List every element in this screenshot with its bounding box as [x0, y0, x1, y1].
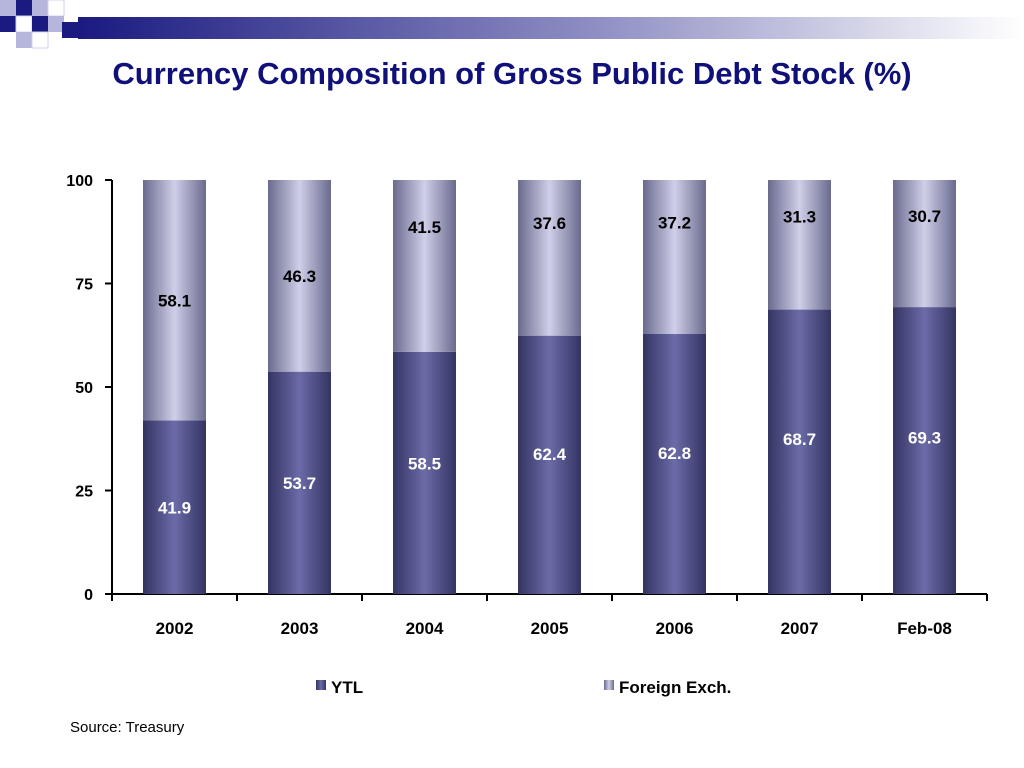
legend-label: YTL — [331, 678, 363, 697]
y-tick-label: 75 — [75, 277, 93, 294]
data-label: 41.9 — [158, 498, 191, 517]
data-label: 58.5 — [408, 455, 441, 474]
data-label: 62.4 — [533, 445, 567, 464]
data-label: 62.8 — [658, 444, 691, 463]
bar-foreign-exch — [268, 180, 331, 372]
y-tick-label: 25 — [75, 484, 93, 501]
bar-foreign-exch — [518, 180, 581, 336]
x-tick-label: 2004 — [406, 619, 444, 638]
title-decoration — [0, 0, 1024, 49]
bar-foreign-exch — [643, 180, 706, 335]
bar-foreign-exch — [768, 180, 831, 310]
legend-swatch — [604, 680, 614, 690]
legend-label: Foreign Exch. — [619, 678, 731, 697]
legend-swatch — [316, 680, 326, 690]
data-label: 53.7 — [283, 474, 316, 493]
x-tick-label: Feb-08 — [897, 619, 952, 638]
bar-ytl — [768, 309, 831, 594]
data-label: 37.2 — [658, 214, 691, 233]
data-label: 68.7 — [783, 430, 816, 449]
bar-ytl — [518, 335, 581, 594]
data-label: 37.6 — [533, 214, 566, 233]
y-tick-label: 100 — [66, 173, 93, 190]
x-tick-label: 2003 — [281, 619, 319, 638]
data-label: 30.7 — [908, 207, 941, 226]
x-tick-label: 2006 — [656, 619, 694, 638]
y-tick-label: 50 — [75, 380, 93, 397]
data-label: 41.5 — [408, 218, 441, 237]
data-label: 58.1 — [158, 291, 191, 310]
bar-ytl — [268, 371, 331, 594]
source-note: Source: Treasury — [70, 719, 185, 736]
x-tick-label: 2007 — [781, 619, 819, 638]
x-tick-label: 2002 — [156, 619, 194, 638]
bar-ytl — [643, 334, 706, 594]
bar-ytl — [393, 351, 456, 594]
data-label: 31.3 — [783, 207, 816, 226]
bar-foreign-exch — [143, 180, 206, 421]
y-tick-label: 0 — [84, 587, 93, 604]
chart-title: Currency Composition of Gross Public Deb… — [112, 56, 912, 91]
data-label: 69.3 — [908, 429, 941, 448]
bar-foreign-exch — [893, 180, 956, 308]
data-label: 46.3 — [283, 267, 316, 286]
bar-foreign-exch — [393, 180, 456, 352]
bar-ytl — [893, 307, 956, 594]
x-tick-label: 2005 — [531, 619, 569, 638]
bar-ytl — [143, 420, 206, 594]
